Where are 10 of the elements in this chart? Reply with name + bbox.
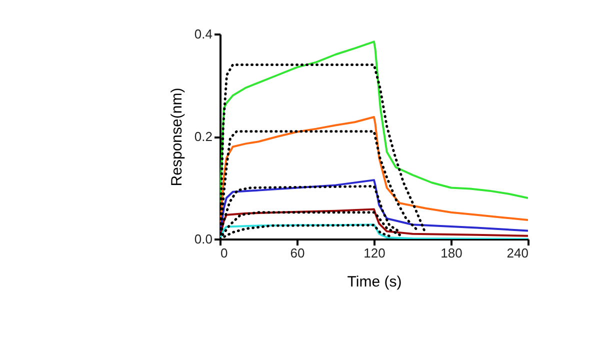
- x-axis-title: Time (s): [347, 274, 402, 290]
- x-tick-label: 180: [440, 246, 462, 260]
- x-tick-label: 240: [506, 246, 528, 260]
- y-axis-title: Response(nm): [168, 88, 186, 186]
- y-tick-label: 0.0: [194, 232, 212, 246]
- y-tick-label: 0.4: [194, 26, 212, 42]
- y-tick-label: 0.2: [194, 129, 212, 144]
- x-tick-label: 120: [364, 246, 386, 260]
- x-tick-label: 0: [220, 246, 228, 260]
- x-tick-label: 60: [290, 246, 305, 260]
